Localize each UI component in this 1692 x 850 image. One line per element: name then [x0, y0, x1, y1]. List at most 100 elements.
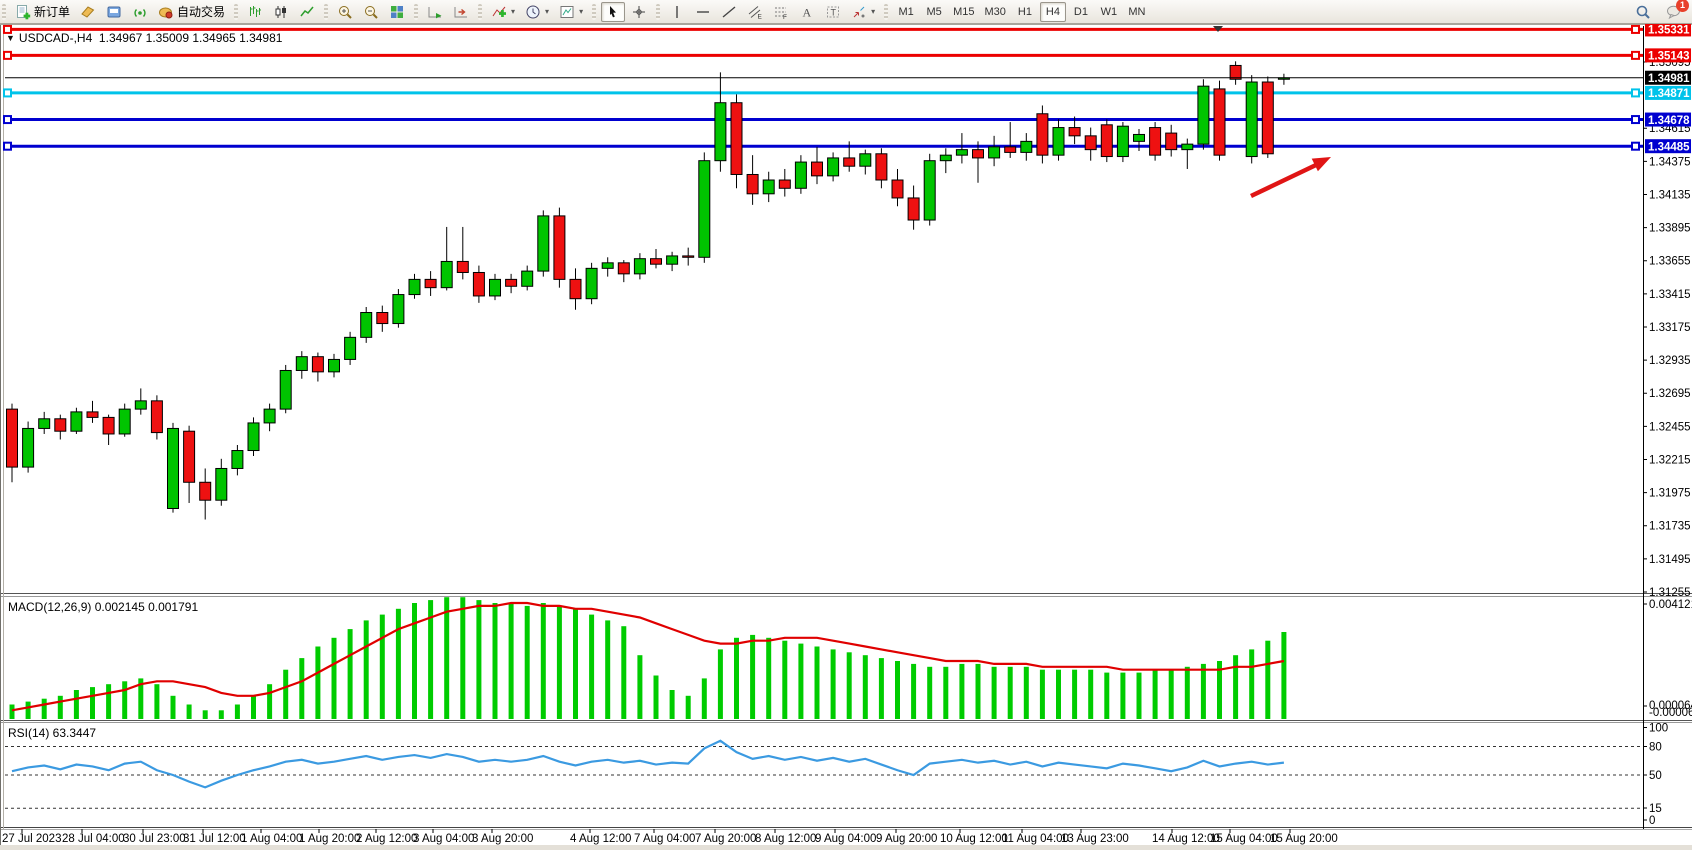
toolbar-grip — [656, 3, 661, 20]
candle-body — [1197, 85, 1210, 145]
toolbar-grip — [478, 3, 483, 20]
auto-trading-button[interactable]: 自动交易 — [154, 2, 229, 22]
arrows-icon — [853, 6, 865, 17]
text-label-button[interactable]: T — [821, 2, 845, 22]
macd-bar — [1233, 655, 1239, 719]
macd-bar — [1281, 632, 1287, 719]
new-order-icon — [17, 4, 31, 19]
timeframe-m30-button[interactable]: M30 — [981, 2, 1010, 22]
candle-body — [666, 255, 679, 265]
timeframe-m5-button[interactable]: M5 — [921, 2, 947, 22]
line-handle[interactable] — [1631, 50, 1640, 60]
line-handle[interactable] — [3, 50, 12, 60]
timeframe-m1-button[interactable]: M1 — [893, 2, 919, 22]
price-label-badge — [1645, 48, 1691, 63]
line-handle[interactable] — [3, 24, 12, 34]
trendline-button[interactable] — [717, 2, 741, 22]
candle-body — [521, 270, 534, 287]
line-handle[interactable] — [3, 88, 12, 98]
toolbar-grip — [324, 3, 329, 20]
candle-body — [972, 149, 984, 159]
tile-windows-button[interactable] — [385, 2, 409, 22]
fibonacci-icon: F — [775, 7, 787, 20]
fibonacci-button[interactable]: F — [769, 2, 793, 22]
candle-body — [295, 356, 308, 371]
candle-body — [811, 161, 823, 177]
vertical-line-button[interactable] — [665, 2, 689, 22]
candle-body — [1020, 140, 1033, 153]
timeframe-d1-button[interactable]: D1 — [1068, 2, 1094, 22]
candle-body — [408, 278, 421, 296]
price-axis[interactable]: 1.350951.346151.343751.341351.338951.336… — [1643, 22, 1691, 599]
price-tick-label: 1.32215 — [1649, 454, 1691, 466]
candle-body — [215, 467, 228, 501]
line-handle[interactable] — [1631, 141, 1640, 151]
macd-bar — [669, 690, 675, 719]
macd-bar — [895, 661, 900, 719]
signals-button[interactable] — [128, 2, 152, 22]
svg-text:F: F — [783, 14, 787, 20]
price-tick-label: 1.34375 — [1649, 156, 1691, 168]
candle-body — [843, 157, 856, 167]
annotation-arrow[interactable] — [1250, 157, 1331, 199]
candle-body — [134, 400, 147, 410]
line-handle[interactable] — [1631, 88, 1640, 98]
date-label: 9 Aug 04:00 — [815, 833, 876, 845]
macd-bar — [991, 666, 997, 719]
candle-body — [22, 427, 35, 468]
new-order-button[interactable]: 新订单 — [11, 2, 74, 22]
zoom-out-button[interactable] — [359, 2, 383, 22]
zoom-in-button[interactable] — [333, 2, 357, 22]
styles-button[interactable] — [76, 2, 100, 22]
chart-shift-button[interactable] — [449, 2, 473, 22]
auto-scroll-button[interactable] — [423, 2, 447, 22]
timeframe-group: M1 M5 M15 M30 H1 H4 D1 W1 MN — [890, 1, 1153, 23]
candle-body — [939, 154, 952, 162]
timeframe-m15-button[interactable]: M15 — [949, 2, 978, 22]
text-button[interactable]: A — [795, 2, 819, 22]
market-watch-button[interactable] — [102, 2, 126, 22]
bar-chart-button[interactable] — [243, 2, 267, 22]
line-handle[interactable] — [3, 141, 12, 151]
templates-button[interactable]: ▾ — [555, 2, 587, 22]
svg-text:0: 0 — [1649, 815, 1655, 827]
candlestick-chart-button[interactable] — [269, 2, 293, 22]
candle-body — [988, 146, 1001, 159]
tile-windows-icon — [391, 5, 404, 18]
svg-text:T: T — [831, 7, 837, 17]
timeframe-w1-button[interactable]: W1 — [1096, 2, 1122, 22]
search-button[interactable] — [1631, 2, 1655, 22]
line-handle[interactable] — [1631, 24, 1640, 34]
macd-bar — [9, 704, 15, 719]
horizontal-line-button[interactable] — [691, 2, 715, 22]
line-handle[interactable] — [1631, 115, 1640, 125]
timeframe-h1-button[interactable]: H1 — [1012, 2, 1038, 22]
auto-trading-icon — [159, 7, 173, 18]
notifications-button[interactable]: 1 — [1662, 0, 1689, 22]
timeframe-mn-button[interactable]: MN — [1124, 2, 1150, 22]
timeframe-h4-button[interactable]: H4 — [1039, 1, 1066, 22]
line-handle[interactable] — [3, 115, 12, 125]
crosshair-button[interactable] — [627, 2, 651, 22]
chart-shift-marker[interactable] — [1213, 26, 1223, 32]
macd-bar — [878, 658, 884, 719]
macd-bar — [943, 666, 949, 719]
candle-body — [650, 258, 662, 265]
horizontal-lines[interactable] — [3, 24, 1643, 151]
equidistant-channel-button[interactable]: E — [743, 2, 767, 22]
periods-button[interactable]: ▾ — [521, 2, 553, 22]
line-chart-button[interactable] — [295, 2, 319, 22]
arrows-button[interactable]: ▾ — [847, 2, 879, 22]
price-label-badge — [1645, 85, 1691, 100]
macd-bar — [122, 681, 128, 719]
candle-body — [118, 408, 131, 435]
templates-icon — [560, 5, 574, 18]
date-label: 11 Aug 04:00 — [1002, 833, 1069, 845]
indicators-button[interactable]: ▾ — [487, 2, 519, 22]
price-label-text: 1.34678 — [1648, 115, 1690, 127]
cursor-button[interactable] — [601, 1, 626, 22]
candle-body — [440, 260, 453, 289]
